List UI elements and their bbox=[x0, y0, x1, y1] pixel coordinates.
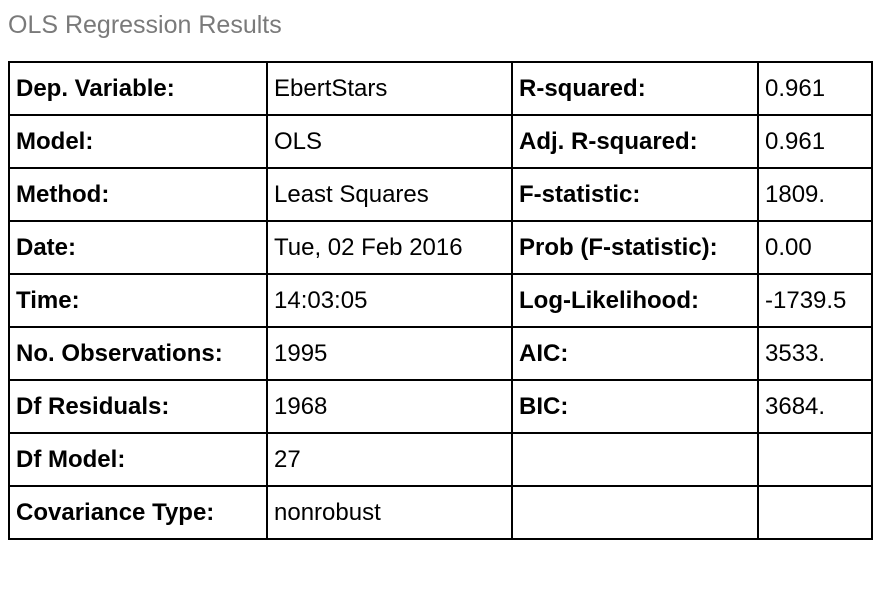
log-likelihood-label: Log-Likelihood: bbox=[511, 273, 759, 328]
no-observations-value: 1995 bbox=[266, 326, 513, 381]
r-squared-label: R-squared: bbox=[511, 61, 759, 116]
date-label: Date: bbox=[8, 220, 268, 275]
table-row: Df Residuals: 1968 BIC: 3684. bbox=[8, 379, 873, 434]
table-row: Date: Tue, 02 Feb 2016 Prob (F-statistic… bbox=[8, 220, 873, 275]
table-row: Covariance Type: nonrobust bbox=[8, 485, 873, 540]
regression-results-table: Dep. Variable: EbertStars R-squared: 0.9… bbox=[8, 61, 873, 540]
dep-variable-value: EbertStars bbox=[266, 61, 513, 116]
bic-value: 3684. bbox=[757, 379, 873, 434]
table-row: Df Model: 27 bbox=[8, 432, 873, 487]
table-row: Dep. Variable: EbertStars R-squared: 0.9… bbox=[8, 61, 873, 116]
df-residuals-label: Df Residuals: bbox=[8, 379, 268, 434]
empty-value-cell bbox=[757, 432, 873, 487]
log-likelihood-value: -1739.5 bbox=[757, 273, 873, 328]
empty-label-cell bbox=[511, 432, 759, 487]
prob-f-statistic-value: 0.00 bbox=[757, 220, 873, 275]
bic-label: BIC: bbox=[511, 379, 759, 434]
aic-label: AIC: bbox=[511, 326, 759, 381]
prob-f-statistic-label: Prob (F-statistic): bbox=[511, 220, 759, 275]
adj-r-squared-value: 0.961 bbox=[757, 114, 873, 169]
r-squared-value: 0.961 bbox=[757, 61, 873, 116]
empty-label-cell bbox=[511, 485, 759, 540]
model-value: OLS bbox=[266, 114, 513, 169]
dep-variable-label: Dep. Variable: bbox=[8, 61, 268, 116]
method-label: Method: bbox=[8, 167, 268, 222]
empty-value-cell bbox=[757, 485, 873, 540]
time-label: Time: bbox=[8, 273, 268, 328]
f-statistic-label: F-statistic: bbox=[511, 167, 759, 222]
table-row: Time: 14:03:05 Log-Likelihood: -1739.5 bbox=[8, 273, 873, 328]
date-value: Tue, 02 Feb 2016 bbox=[266, 220, 513, 275]
no-observations-label: No. Observations: bbox=[8, 326, 268, 381]
table-row: Model: OLS Adj. R-squared: 0.961 bbox=[8, 114, 873, 169]
covariance-type-value: nonrobust bbox=[266, 485, 513, 540]
df-model-value: 27 bbox=[266, 432, 513, 487]
table-caption: OLS Regression Results bbox=[8, 11, 282, 39]
model-label: Model: bbox=[8, 114, 268, 169]
aic-value: 3533. bbox=[757, 326, 873, 381]
covariance-type-label: Covariance Type: bbox=[8, 485, 268, 540]
adj-r-squared-label: Adj. R-squared: bbox=[511, 114, 759, 169]
method-value: Least Squares bbox=[266, 167, 513, 222]
df-residuals-value: 1968 bbox=[266, 379, 513, 434]
f-statistic-value: 1809. bbox=[757, 167, 873, 222]
table-row: No. Observations: 1995 AIC: 3533. bbox=[8, 326, 873, 381]
time-value: 14:03:05 bbox=[266, 273, 513, 328]
table-row: Method: Least Squares F-statistic: 1809. bbox=[8, 167, 873, 222]
df-model-label: Df Model: bbox=[8, 432, 268, 487]
